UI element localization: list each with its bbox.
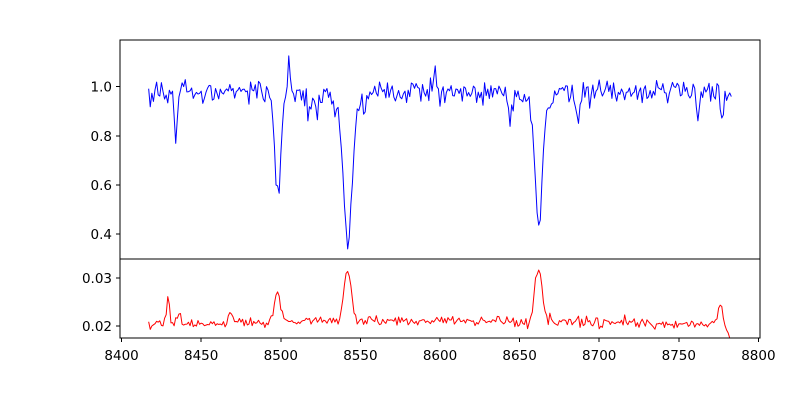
x-tick-label-8400: 8400 — [104, 348, 138, 364]
x-tick-label-8450: 8450 — [184, 348, 218, 364]
x-tick-label-8650: 8650 — [502, 348, 536, 364]
x-tick-label-8550: 8550 — [343, 348, 377, 364]
spectrum-y-tick-label-0.4: 0.4 — [91, 227, 112, 243]
error-y-tick-label-0.02: 0.02 — [82, 319, 112, 335]
spectrum-y-tick-label-0.6: 0.6 — [91, 178, 112, 194]
x-tick-label-8700: 8700 — [582, 348, 616, 364]
x-tick-label-8800: 8800 — [741, 348, 775, 364]
x-tick-label-8500: 8500 — [264, 348, 298, 364]
spectrum-y-tick-label-0.8: 0.8 — [91, 129, 112, 145]
spectrum-y-tick-label-1.0: 1.0 — [91, 80, 112, 96]
x-tick-label-8600: 8600 — [423, 348, 457, 364]
error-line — [148, 269, 732, 338]
spectrum-line — [148, 55, 732, 250]
x-tick-label-8750: 8750 — [662, 348, 696, 364]
error-y-tick-label-0.03: 0.03 — [82, 271, 112, 287]
